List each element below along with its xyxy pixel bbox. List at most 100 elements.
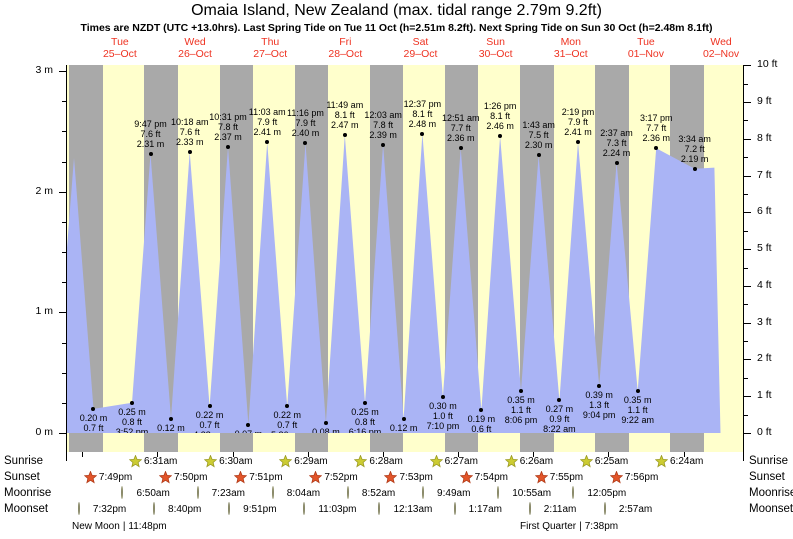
almanac-row-label-sunset: Sunset bbox=[4, 471, 40, 483]
low-tide-marker bbox=[91, 406, 96, 411]
tide-time: 0.12 m bbox=[389, 422, 418, 433]
tide-height-m: 2.40 m bbox=[291, 128, 320, 139]
tide-height-ft: 7.8 ft bbox=[373, 119, 394, 130]
almanac-time: 7:51pm bbox=[249, 472, 283, 483]
moon-phase-separator: | bbox=[579, 521, 582, 532]
low-tide-label: 0.30 m 1.0 ft 7:10 pm bbox=[415, 401, 471, 431]
high-tide-label: 10:31 pm 7.8 ft 2.37 m bbox=[200, 112, 256, 142]
night-band bbox=[520, 433, 554, 452]
high-tide-label: 9:47 pm 7.6 ft 2.31 m bbox=[123, 119, 179, 149]
sunrise-icon bbox=[654, 454, 669, 468]
high-tide-marker bbox=[265, 140, 270, 145]
tide-height-ft: 7.8 ft bbox=[217, 122, 238, 133]
night-band bbox=[445, 433, 479, 452]
day-header-3: Thu 27–Oct bbox=[231, 36, 309, 60]
sunrise-icon bbox=[354, 454, 368, 468]
tide-height-ft: 0.8 ft bbox=[122, 416, 143, 427]
tide-height-ft: 1.1 ft bbox=[510, 404, 531, 415]
right-axis-tick bbox=[744, 285, 751, 287]
low-tide-label: 0.35 m 1.1 ft 8:06 pm bbox=[493, 395, 549, 425]
right-axis-label: 7 ft bbox=[757, 168, 772, 181]
tide-time: 11:03 am bbox=[248, 107, 286, 118]
high-tide-label: 11:49 am 8.1 ft 2.47 m bbox=[317, 100, 373, 130]
right-axis-tick bbox=[744, 120, 748, 122]
tide-height-ft: 7.7 ft bbox=[450, 123, 471, 134]
tide-time: 0.35 m bbox=[623, 394, 652, 405]
bottom-axis-tick bbox=[458, 452, 460, 457]
tide-time: 8:06 pm bbox=[504, 414, 538, 425]
right-axis-tick bbox=[744, 359, 751, 361]
high-tide-marker bbox=[381, 142, 386, 147]
low-tide-label: 0.25 m 0.8 ft 3:52 pm bbox=[104, 407, 160, 433]
low-tide-marker bbox=[362, 400, 367, 405]
right-axis-tick bbox=[744, 212, 751, 214]
moonrise-icon bbox=[196, 486, 210, 500]
day-header-dow: Sun bbox=[486, 36, 505, 48]
low-tide-label: 0.07 m0.2 ft5:02 am bbox=[220, 429, 276, 433]
left-axis-line bbox=[66, 65, 67, 461]
day-header-date: 29–Oct bbox=[403, 48, 438, 60]
day-header-dow: Wed bbox=[710, 36, 732, 48]
right-axis-tick bbox=[744, 230, 748, 232]
bottom-axis-tick bbox=[157, 452, 159, 457]
moonset-icon bbox=[453, 502, 467, 516]
tide-curve bbox=[67, 133, 721, 433]
tide-height-ft: 8.1 ft bbox=[412, 108, 433, 119]
moonset-icon bbox=[77, 502, 91, 516]
right-axis-label: 0 ft bbox=[757, 426, 772, 438]
tide-height-ft: 8.1 ft bbox=[490, 111, 511, 122]
almanac-time: 10:55am bbox=[512, 488, 552, 499]
moon-phase-time: 7:38pm bbox=[584, 521, 619, 532]
low-tide-marker bbox=[597, 383, 602, 388]
page-subtitle: Times are NZDT (UTC +13.0hrs). Last Spri… bbox=[80, 22, 713, 34]
left-axis-tick bbox=[62, 342, 66, 344]
day-header-dow: Fri bbox=[339, 36, 352, 48]
almanac-time: 8:40pm bbox=[168, 504, 202, 515]
tide-time: 0.07 m bbox=[220, 429, 276, 433]
bottom-axis-tick bbox=[382, 452, 384, 457]
almanac-time: 6:25am bbox=[594, 456, 629, 467]
tide-height-ft: 1.1 ft bbox=[627, 404, 648, 415]
tide-time: 6:16 pm bbox=[348, 426, 382, 433]
sunrise-icon bbox=[429, 454, 443, 468]
almanac-row-label-sunrise: Sunrise bbox=[749, 455, 788, 467]
right-axis-label: 5 ft bbox=[757, 242, 772, 255]
low-tide-label: 0.12 m0.4 ft4:18 am bbox=[143, 423, 199, 433]
high-tide-marker bbox=[536, 153, 541, 158]
tide-height-ft: 0.9 ft bbox=[549, 414, 570, 425]
high-tide-marker bbox=[458, 146, 463, 151]
day-header-date: 01–Nov bbox=[627, 48, 665, 60]
sunset-icon bbox=[83, 470, 98, 484]
almanac-time: 6:50am bbox=[136, 488, 170, 499]
tide-height-ft: 7.2 ft bbox=[684, 143, 705, 154]
tide-height-m: 2.36 m bbox=[642, 133, 670, 144]
night-band bbox=[670, 433, 704, 452]
almanac-time: 8:04am bbox=[286, 488, 321, 499]
left-axis-tick bbox=[62, 221, 66, 223]
right-axis-tick bbox=[744, 102, 751, 104]
moonset-icon bbox=[228, 502, 241, 516]
right-axis-tick bbox=[744, 304, 748, 306]
tide-height-m: 2.37 m bbox=[214, 132, 242, 143]
tide-height-m: 2.19 m bbox=[680, 153, 709, 164]
left-axis-label: 0 m bbox=[35, 426, 53, 438]
moonrise-icon bbox=[422, 486, 435, 500]
bottom-axis-tick bbox=[82, 452, 84, 457]
almanac-time: 6:27am bbox=[444, 456, 478, 467]
high-tide-marker bbox=[498, 134, 503, 139]
high-tide-label: 1:26 pm 8.1 ft 2.46 m bbox=[472, 101, 528, 131]
tide-height-m: 2.47 m bbox=[331, 119, 359, 130]
tide-time: 0.25 m bbox=[118, 406, 146, 417]
low-tide-marker bbox=[207, 404, 212, 409]
low-tide-marker bbox=[401, 416, 406, 421]
tide-time: 10:18 am bbox=[170, 116, 209, 127]
low-tide-marker bbox=[246, 422, 251, 427]
day-header-date: 25–Oct bbox=[102, 48, 137, 60]
moonset-icon bbox=[378, 502, 391, 516]
tide-time: 0.19 m bbox=[467, 414, 496, 425]
right-axis-tick bbox=[744, 322, 751, 324]
tide-time: 3:52 pm bbox=[115, 426, 149, 433]
left-axis-label: 1 m bbox=[35, 305, 53, 318]
left-axis-tick bbox=[62, 161, 66, 163]
high-tide-marker bbox=[654, 146, 659, 151]
